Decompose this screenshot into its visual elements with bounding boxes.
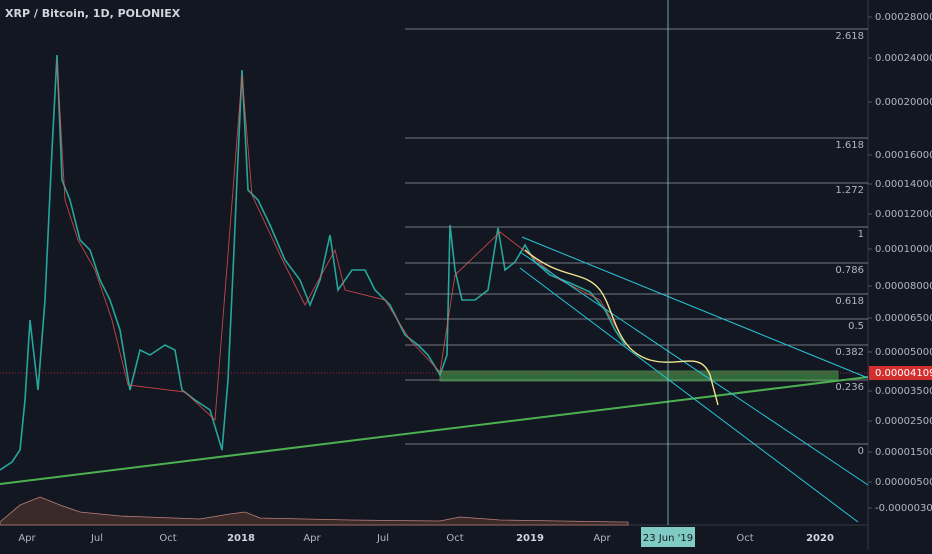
- price-label: 0.00002500: [875, 416, 932, 427]
- fib-label: 0.5: [848, 321, 864, 332]
- chart-title: XRP / Bitcoin, 1D, POLONIEX: [5, 7, 181, 20]
- price-label: 0.00014000: [875, 179, 932, 190]
- time-label: Jul: [376, 533, 389, 544]
- crosshair-label-box: [641, 527, 695, 547]
- price-label: 0.00008000: [875, 281, 932, 292]
- fib-label: 0.382: [835, 347, 864, 358]
- channel-line: [521, 236, 869, 379]
- fib-label: 0.786: [835, 265, 864, 276]
- price-label: 0.00012000: [875, 209, 932, 220]
- support-zone: [439, 370, 839, 382]
- time-label: 2020: [806, 533, 834, 544]
- price-label: 0.00028000: [875, 12, 932, 23]
- fib-label: 0: [858, 446, 864, 457]
- time-label: 2018: [227, 533, 255, 544]
- time-label: Oct: [446, 533, 463, 544]
- fib-label: 1: [858, 229, 864, 240]
- price-label: 0.00006500: [875, 313, 932, 324]
- price-label: 0.00003500: [875, 386, 932, 397]
- time-label: Apr: [593, 533, 611, 544]
- price-label: 0.00024000: [875, 53, 932, 64]
- volume: [0, 496, 629, 526]
- channel-line: [519, 267, 859, 523]
- price-label: 0.00000500: [875, 477, 932, 488]
- time-label: 2019: [516, 533, 544, 544]
- fib-label: 2.618: [835, 31, 864, 42]
- price-tag-box: [869, 366, 932, 380]
- time-label: Apr: [303, 533, 321, 544]
- time-label: Apr: [18, 533, 36, 544]
- time-label: Oct: [736, 533, 753, 544]
- fib-label: 1.618: [835, 140, 864, 151]
- fib-label: 0.236: [835, 382, 864, 393]
- axes: 0.00028000 0.00024000 0.00020000 0.00016000…: [18, 12, 932, 547]
- channel-line: [519, 251, 869, 486]
- fib-label: 0.618: [835, 296, 864, 307]
- projection-curve: [524, 249, 719, 406]
- trend-line: [0, 376, 869, 485]
- crosshair-label: 23 Jun '19: [643, 533, 693, 544]
- price-label: 0.00001500: [875, 447, 932, 458]
- price-tag: 0.00004109: [875, 368, 932, 379]
- price-label: 0.00010000: [875, 244, 932, 255]
- price-label: 0.00005000: [875, 347, 932, 358]
- price-label: 0.00020000: [875, 97, 932, 108]
- time-label: Oct: [159, 533, 176, 544]
- fib-label: 1.272: [835, 185, 864, 196]
- time-label: Jul: [90, 533, 103, 544]
- price-label: 0.00016000: [875, 150, 932, 161]
